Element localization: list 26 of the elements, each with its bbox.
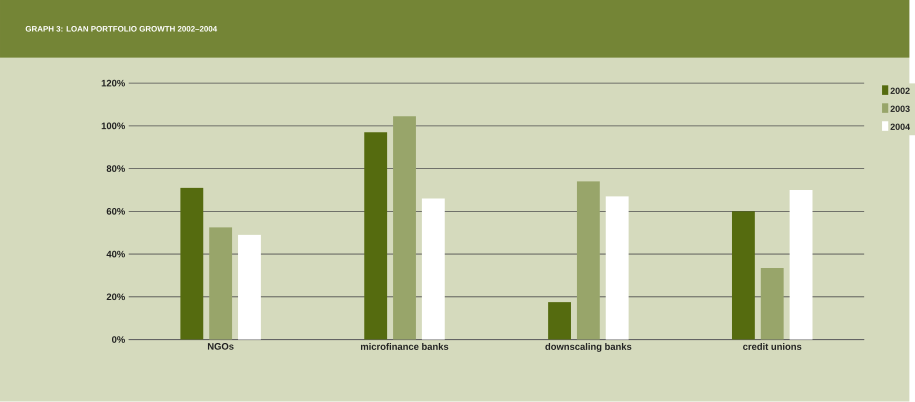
legend-label: 2004: [890, 124, 910, 130]
y-tick-label: 40%: [106, 250, 125, 258]
legend-label: 2003: [890, 106, 910, 112]
x-tick-label: credit unions: [743, 343, 802, 350]
x-tick-label: NGOs: [208, 343, 234, 350]
bar: [238, 235, 261, 340]
bar: [422, 198, 445, 340]
y-tick-label: 20%: [106, 294, 125, 300]
bar: [209, 228, 232, 340]
legend-label: 2002: [890, 88, 910, 94]
bar: [548, 302, 571, 340]
x-tick-label: downscaling banks: [545, 343, 632, 352]
bar: [732, 212, 755, 340]
bar: [576, 182, 600, 340]
y-tick-label: 100%: [102, 122, 125, 130]
y-tick-label: 60%: [106, 208, 125, 215]
y-tick-label: 0%: [112, 336, 125, 344]
bar: [606, 196, 629, 340]
bar: [364, 132, 388, 340]
bar: [790, 190, 812, 340]
bar: [393, 116, 416, 340]
x-tick-label: microfinance banks: [360, 343, 448, 350]
bar: [760, 268, 784, 340]
bar: [180, 188, 204, 340]
y-tick-label: 80%: [106, 166, 125, 172]
y-tick-label: 120%: [102, 80, 125, 87]
